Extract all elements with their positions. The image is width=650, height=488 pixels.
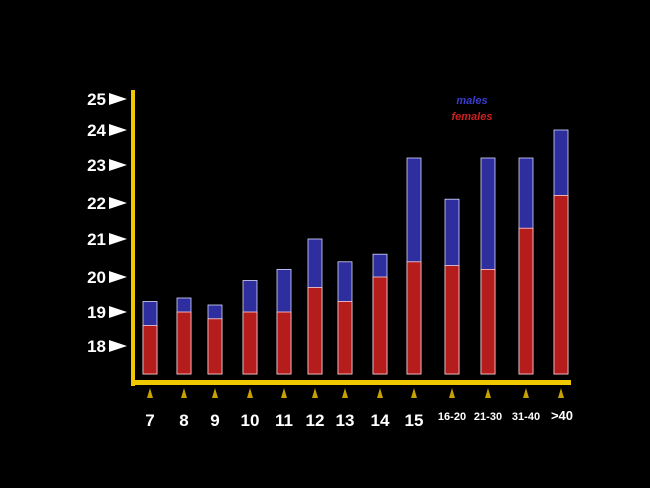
bar-females-13 bbox=[337, 301, 353, 375]
y-tick-arrow-20 bbox=[109, 271, 127, 283]
bar-females-21-30 bbox=[480, 268, 496, 375]
axes-group bbox=[131, 90, 571, 386]
bar-females-12 bbox=[307, 287, 323, 375]
x-tick-marker-8 bbox=[181, 388, 187, 398]
y-tick-arrow-18 bbox=[109, 340, 127, 352]
x-tick-label-11: 11 bbox=[275, 411, 293, 430]
y-tick-label-24: 24 bbox=[87, 121, 106, 140]
x-tick-label-9: 9 bbox=[210, 411, 219, 430]
x-tick-marker-16-20 bbox=[449, 388, 455, 398]
legend-females: females bbox=[452, 111, 493, 123]
x-tick-label->40: >40 bbox=[551, 408, 573, 423]
y-tick-group: 18 19 20 21 22 23 24 25 bbox=[87, 90, 127, 356]
x-tick-label-10: 10 bbox=[241, 411, 260, 430]
x-tick-label-7: 7 bbox=[145, 411, 154, 430]
x-tick-group: 7 8 9 10 11 12 13 14 15 16-20 21-30 31-40 >40 bbox=[145, 388, 573, 430]
y-tick-arrow-21 bbox=[109, 233, 127, 245]
y-tick-label-18: 18 bbox=[87, 337, 106, 356]
x-tick-marker-21-30 bbox=[485, 388, 491, 398]
x-tick-marker-11 bbox=[281, 388, 287, 398]
y-tick-label-19: 19 bbox=[87, 303, 106, 322]
x-tick-label-31-40: 31-40 bbox=[512, 411, 540, 423]
y-tick-label-23: 23 bbox=[87, 156, 106, 175]
x-tick-label-15: 15 bbox=[405, 411, 424, 430]
y-tick-label-20: 20 bbox=[87, 268, 106, 287]
bar-females-31-40 bbox=[518, 227, 534, 375]
y-tick-label-21: 21 bbox=[87, 230, 106, 249]
x-tick-marker-31-40 bbox=[523, 388, 529, 398]
x-tick-label-12: 12 bbox=[306, 411, 325, 430]
bar-females-10 bbox=[242, 311, 258, 375]
x-tick-label-16-20: 16-20 bbox=[438, 411, 466, 423]
x-tick-marker-12 bbox=[312, 388, 318, 398]
x-tick-marker-13 bbox=[342, 388, 348, 398]
bar-females->40 bbox=[553, 194, 569, 375]
x-tick-marker-15 bbox=[411, 388, 417, 398]
bar-females-11 bbox=[276, 311, 292, 375]
bar-females-15 bbox=[406, 261, 422, 375]
x-tick-label-13: 13 bbox=[336, 411, 355, 430]
x-tick-label-14: 14 bbox=[371, 411, 390, 430]
legend-males: males bbox=[456, 95, 487, 107]
y-tick-label-22: 22 bbox=[87, 194, 106, 213]
x-tick-marker->40 bbox=[558, 388, 564, 398]
y-tick-arrow-22 bbox=[109, 197, 127, 209]
bar-females-7 bbox=[142, 325, 158, 375]
x-tick-marker-9 bbox=[212, 388, 218, 398]
y-tick-label-25: 25 bbox=[87, 90, 106, 109]
legend: males females bbox=[452, 95, 493, 123]
x-tick-marker-14 bbox=[377, 388, 383, 398]
y-tick-arrow-25 bbox=[109, 93, 127, 105]
bar-females-9 bbox=[207, 318, 223, 375]
bar-females-14 bbox=[372, 276, 388, 375]
y-tick-arrow-19 bbox=[109, 306, 127, 318]
x-tick-marker-7 bbox=[147, 388, 153, 398]
bars-group bbox=[142, 129, 569, 375]
x-tick-label-8: 8 bbox=[179, 411, 188, 430]
bar-females-8 bbox=[176, 311, 192, 375]
x-axis-line bbox=[131, 380, 571, 385]
bar-females-16-20 bbox=[444, 265, 460, 375]
x-tick-label-21-30: 21-30 bbox=[474, 411, 502, 423]
y-tick-arrow-23 bbox=[109, 159, 127, 171]
y-axis-line bbox=[131, 90, 135, 386]
x-tick-marker-10 bbox=[247, 388, 253, 398]
y-tick-arrow-24 bbox=[109, 124, 127, 136]
